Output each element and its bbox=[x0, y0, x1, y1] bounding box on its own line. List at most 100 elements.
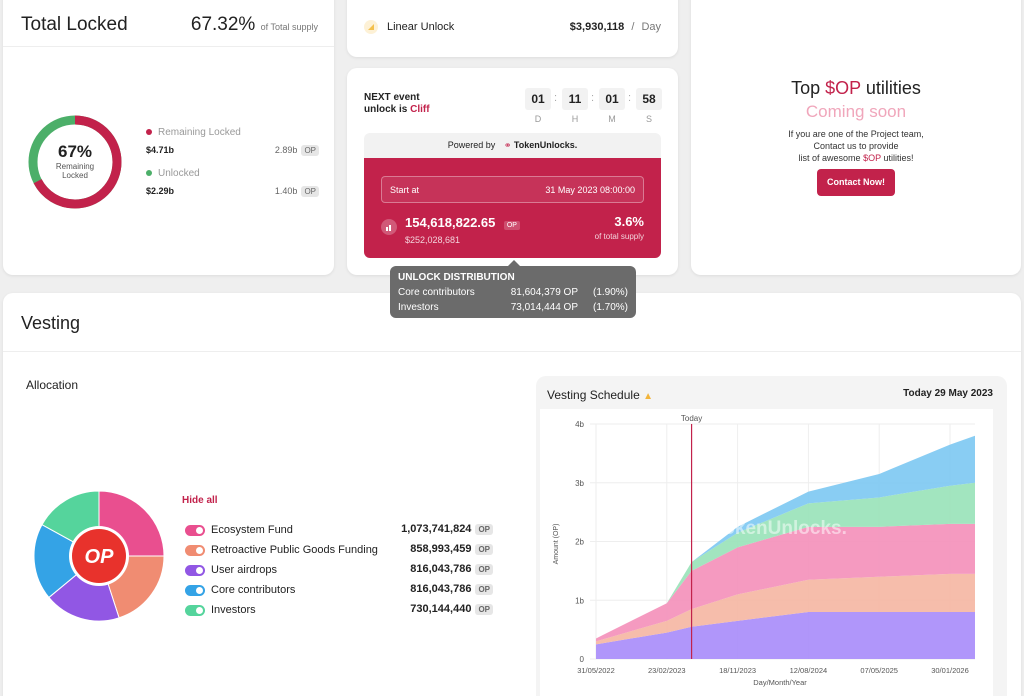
op-chip: OP bbox=[475, 603, 493, 615]
legend-value: $4.71b bbox=[146, 145, 175, 155]
tooltip-row-name: Core contributors bbox=[398, 287, 475, 298]
legend-dot bbox=[146, 170, 152, 176]
legend-label: Unlocked bbox=[158, 168, 200, 179]
next-event-card: NEXT event unlock is Cliff 01 D : 11 H :… bbox=[347, 68, 678, 275]
countdown-hours: 11 H bbox=[562, 88, 588, 124]
y-tick-label: 0 bbox=[580, 655, 585, 664]
unlock-amount: 154,618,822.65 bbox=[405, 215, 496, 230]
unlock-unit-chip: OP bbox=[503, 221, 520, 230]
next-event-line2: unlock is bbox=[364, 104, 408, 115]
vesting-area-chart: 0 1b 2b 3b 4b 31/05/2022 23/02/2023 18/11/2023 1… bbox=[540, 409, 993, 696]
unlock-distribution-tooltip: UNLOCK DISTRIBUTION Core contributors 81… bbox=[390, 260, 636, 318]
countdown-label: H bbox=[571, 114, 579, 124]
today-marker-label: Today bbox=[681, 414, 702, 423]
op-logo-text: OP bbox=[85, 546, 115, 568]
x-tick-label: 23/02/2023 bbox=[648, 666, 686, 675]
countdown-value: 01 bbox=[525, 88, 551, 110]
bar-chart-icon bbox=[381, 219, 397, 235]
allocation-row-core-contributors[interactable]: Core contributors 816,043,786 OP bbox=[185, 583, 493, 603]
divider bbox=[3, 46, 334, 47]
unlock-usd: $252,028,681 bbox=[405, 235, 461, 245]
allocation-row-retroactive[interactable]: Retroactive Public Goods Funding 858,993… bbox=[185, 543, 493, 563]
countdown-minutes: 01 M bbox=[599, 88, 625, 124]
toggle-switch[interactable] bbox=[185, 605, 205, 616]
allocation-row-investors[interactable]: Investors 730,144,440 OP bbox=[185, 603, 493, 623]
vesting-title: Vesting bbox=[21, 313, 81, 333]
donut-center-line1: Remaining bbox=[55, 162, 95, 171]
countdown-colon: : bbox=[554, 92, 558, 104]
x-tick-label: 07/05/2025 bbox=[860, 666, 898, 675]
area-series-investors[interactable] bbox=[596, 612, 975, 659]
y-axis-label: Amount (OP) bbox=[553, 524, 560, 565]
allocation-pie-chart: OP bbox=[33, 490, 165, 622]
top-utilities-description: If you are one of the Project team, Cont… bbox=[691, 128, 1021, 164]
lock-icon: ⚭ bbox=[503, 140, 512, 150]
start-at-box: Start at 31 May 2023 08:00:00 bbox=[381, 176, 644, 203]
tooltip-row-amount: 73,014,444 OP bbox=[510, 302, 578, 313]
linear-unlock-label: Linear Unlock bbox=[387, 21, 455, 33]
area-series-ecosystem-fund[interactable] bbox=[596, 435, 975, 639]
op-chip: OP bbox=[301, 145, 319, 157]
toggle-switch[interactable] bbox=[185, 545, 205, 556]
desc-token: $OP bbox=[863, 153, 881, 163]
countdown-value: 58 bbox=[636, 88, 662, 110]
top-utilities-title: Top $OP utilities bbox=[691, 78, 1021, 99]
divider bbox=[3, 351, 1021, 352]
area-series-core-contributors[interactable] bbox=[596, 573, 975, 645]
tooltip-row-amount: 81,604,379 OP bbox=[510, 287, 578, 298]
event-type: Cliff bbox=[410, 104, 430, 115]
legend-value: $2.29b bbox=[146, 186, 175, 196]
donut-locked-arc bbox=[28, 115, 122, 209]
area-series-user-airdrops[interactable] bbox=[596, 482, 975, 639]
allocation-amount: 730,144,440 bbox=[410, 603, 472, 615]
desc-line3: list of awesome bbox=[798, 153, 861, 163]
countdown-label: D bbox=[534, 114, 542, 124]
x-axis-label: Day/Month/Year bbox=[753, 678, 807, 687]
linear-unlock-rate: $3,930,118 / Day bbox=[570, 21, 661, 33]
allocation-name: Investors bbox=[211, 604, 256, 616]
desc-line2: Contact us to provide bbox=[813, 141, 899, 151]
op-chip: OP bbox=[475, 523, 493, 535]
y-tick-label: 3b bbox=[575, 479, 584, 488]
locked-percent-suffix: of Total supply bbox=[260, 22, 318, 32]
contact-now-button[interactable]: Contact Now! bbox=[817, 169, 895, 196]
linear-unlock-icon bbox=[364, 20, 378, 34]
toggle-switch[interactable] bbox=[185, 585, 205, 596]
start-at-date: 31 May 2023 08:00:00 bbox=[545, 185, 635, 195]
brand-name[interactable]: TokenUnlocks. bbox=[513, 140, 578, 150]
legend-amount: 1.40b bbox=[274, 186, 298, 196]
hide-all-button[interactable]: Hide all bbox=[182, 495, 218, 506]
allocation-name: User airdrops bbox=[211, 564, 278, 576]
allocation-name: Core contributors bbox=[211, 584, 296, 596]
allocation-row-ecosystem[interactable]: Ecosystem Fund 1,073,741,824 OP bbox=[185, 523, 493, 543]
unlock-percent: 3.6% bbox=[614, 214, 644, 229]
toggle-switch[interactable] bbox=[185, 565, 205, 576]
powered-by-label: Powered by bbox=[447, 140, 496, 150]
op-chip: OP bbox=[301, 186, 319, 198]
powered-by-bar: Powered by ⚭ TokenUnlocks. bbox=[364, 133, 661, 158]
op-chip: OP bbox=[475, 563, 493, 575]
legend-remaining-locked: Remaining Locked $4.71b 2.89b OP bbox=[146, 127, 319, 157]
y-tick-label: 1b bbox=[575, 596, 584, 605]
linear-unlock-card: Linear Unlock $3,930,118 / Day bbox=[347, 0, 678, 57]
area-series-retroactive-public-goods-funding[interactable] bbox=[596, 523, 975, 642]
desc-line3-suffix: utilities! bbox=[883, 153, 914, 163]
unlock-details-panel: Start at 31 May 2023 08:00:00 154,618,82… bbox=[364, 158, 661, 258]
legend-dot bbox=[146, 129, 152, 135]
warning-icon: ▲ bbox=[643, 391, 653, 402]
legend-unlocked: Unlocked $2.29b 1.40b OP bbox=[146, 168, 319, 198]
allocation-row-user-airdrops[interactable]: User airdrops 816,043,786 OP bbox=[185, 563, 493, 583]
top-utilities-card: Top $OP utilities Coming soon If you are… bbox=[691, 0, 1021, 275]
pie-slice-core-contributors[interactable] bbox=[33, 524, 100, 599]
x-tick-label: 18/11/2023 bbox=[719, 666, 756, 675]
title-token: $OP bbox=[825, 78, 861, 98]
allocation-amount: 858,993,459 bbox=[410, 543, 472, 555]
op-chip: OP bbox=[475, 583, 493, 595]
unlock-percent-label: of total supply bbox=[594, 232, 644, 241]
unlock-amount-block: 154,618,822.65 OP $252,028,681 bbox=[405, 214, 520, 245]
allocation-amount: 1,073,741,824 bbox=[401, 523, 472, 535]
locked-percent-value: 67.32% bbox=[190, 14, 256, 35]
countdown-colon: : bbox=[591, 92, 595, 104]
toggle-switch[interactable] bbox=[185, 525, 205, 536]
y-tick-label: 2b bbox=[575, 538, 584, 547]
